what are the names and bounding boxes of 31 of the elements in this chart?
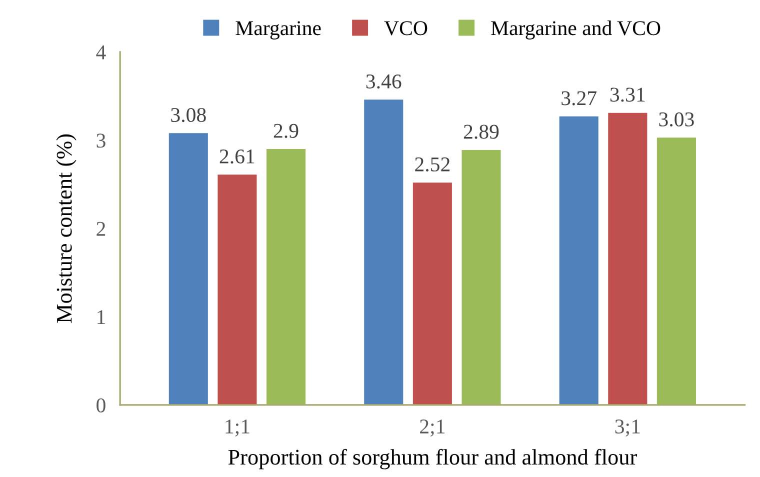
legend-label: Margarine bbox=[236, 21, 321, 40]
data-label: 3.08 bbox=[171, 108, 206, 122]
data-label: 3.27 bbox=[562, 91, 596, 106]
x-tick-label: 3;1 bbox=[615, 420, 640, 437]
data-label: 2.61 bbox=[220, 149, 254, 164]
legend-label: VCO bbox=[384, 21, 428, 36]
y-tick-label: 3 bbox=[96, 134, 106, 148]
bar bbox=[608, 112, 648, 405]
x-tick-label: 1;1 bbox=[226, 420, 250, 437]
y-tick-label: 2 bbox=[96, 222, 106, 236]
legend-label: Margarine and VCO bbox=[491, 20, 660, 40]
y-axis-title: Moisture content (%) bbox=[56, 134, 76, 323]
data-label: 3.31 bbox=[610, 88, 645, 102]
data-label: 3.03 bbox=[659, 112, 694, 127]
x-tick-label: 2;1 bbox=[420, 420, 444, 437]
y-tick-label: 0 bbox=[96, 398, 106, 412]
data-label: 2.89 bbox=[464, 124, 499, 139]
data-label: 2.9 bbox=[274, 124, 298, 138]
bar bbox=[168, 133, 208, 405]
bar bbox=[656, 138, 696, 405]
bar bbox=[218, 174, 257, 405]
y-tick-label: 1 bbox=[98, 310, 105, 324]
bar bbox=[559, 116, 598, 405]
bar bbox=[364, 100, 404, 405]
data-label: 3.46 bbox=[366, 74, 402, 89]
bar bbox=[266, 149, 306, 405]
bar bbox=[462, 150, 501, 405]
x-axis-title: Proportion of sorghum flour and almond flour bbox=[228, 448, 637, 470]
y-tick-label: 4 bbox=[96, 46, 106, 60]
data-label: 2.52 bbox=[415, 157, 450, 172]
bar bbox=[412, 182, 452, 405]
